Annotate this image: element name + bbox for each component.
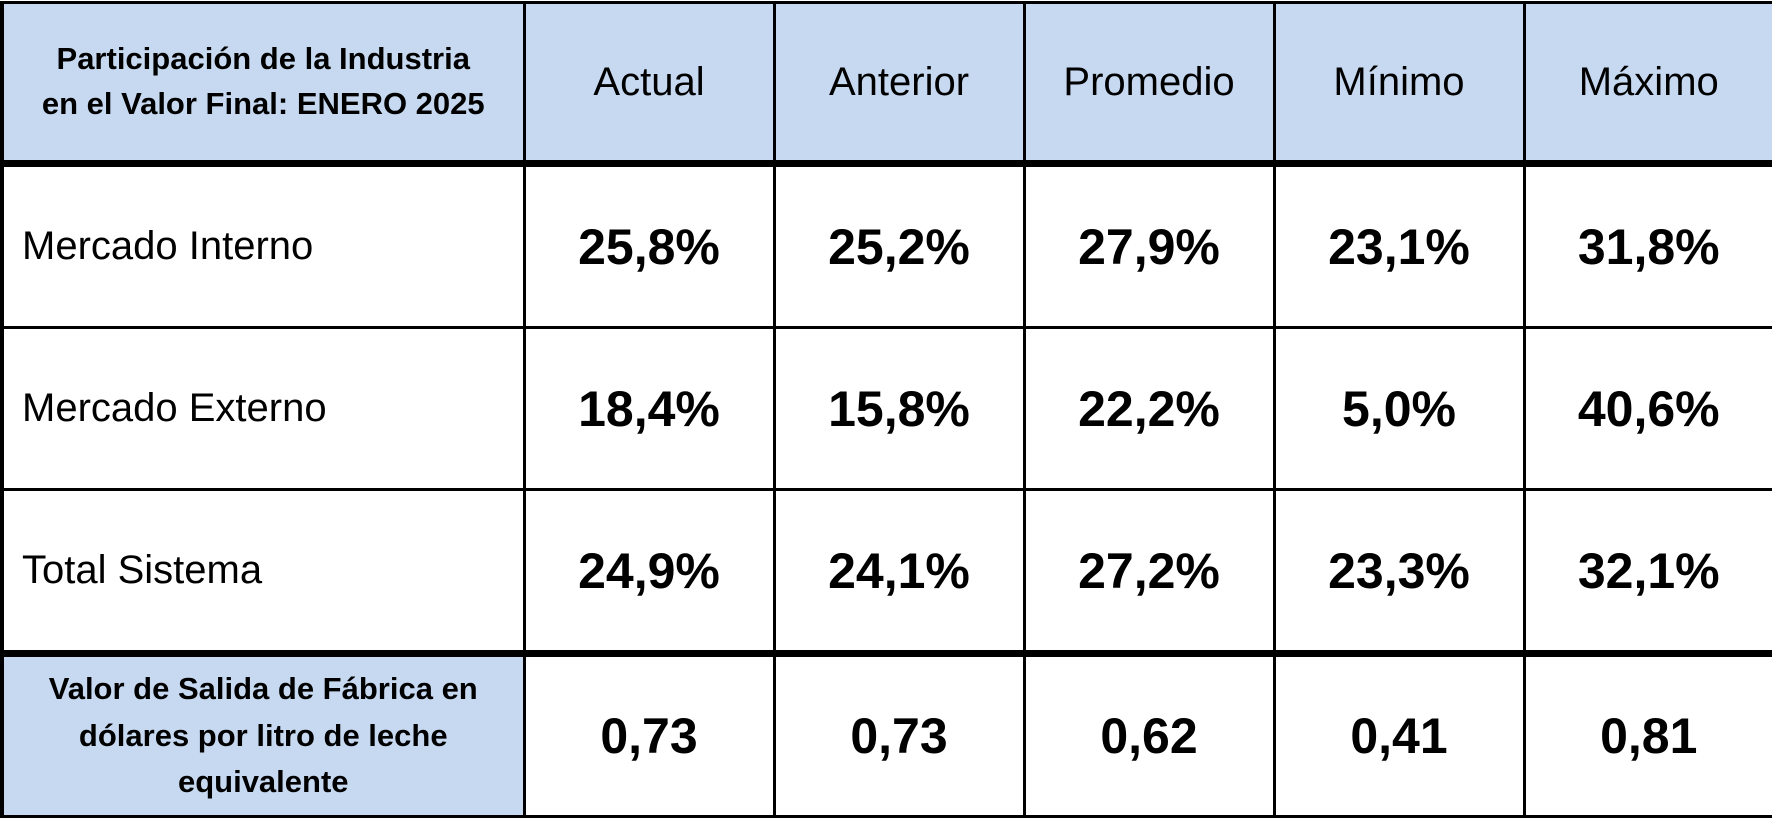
row-label-total-sistema: Total Sistema — [0, 488, 526, 655]
row-label-mercado-externo: Mercado Externo — [0, 326, 526, 491]
cell-total-sistema-anterior: 24,1% — [772, 488, 1026, 655]
cell-total-sistema-actual: 24,9% — [522, 488, 776, 655]
header-row: Participación de la Industria en el Valo… — [0, 1, 1772, 167]
cell-mercado-externo-promedio: 22,2% — [1022, 326, 1276, 491]
row-label-mercado-interno: Mercado Interno — [0, 162, 526, 329]
cell-mercado-externo-actual: 18,4% — [522, 326, 776, 491]
table-title-line2: en el Valor Final: ENERO 2025 — [41, 86, 485, 121]
row-label-valor-salida-line3: equivalente — [177, 764, 349, 800]
cell-valor-salida-maximo: 0,81 — [1522, 650, 1772, 818]
column-header-promedio: Promedio — [1022, 1, 1276, 167]
column-header-anterior: Anterior — [772, 1, 1026, 167]
cell-valor-salida-promedio: 0,62 — [1022, 650, 1276, 818]
column-header-minimo: Mínimo — [1272, 1, 1526, 167]
table-row-total-sistema: Total Sistema 24,9% 24,1% 27,2% 23,3% 32… — [0, 488, 1772, 655]
cell-mercado-interno-promedio: 27,9% — [1022, 162, 1276, 329]
cell-valor-salida-minimo: 0,41 — [1272, 650, 1526, 818]
table-row-mercado-externo: Mercado Externo 18,4% 15,8% 22,2% 5,0% 4… — [0, 326, 1772, 491]
cell-valor-salida-anterior: 0,73 — [772, 650, 1026, 818]
cell-mercado-externo-anterior: 15,8% — [772, 326, 1026, 491]
table-title-cell: Participación de la Industria en el Valo… — [0, 1, 526, 167]
cell-total-sistema-maximo: 32,1% — [1522, 488, 1772, 655]
cell-mercado-interno-actual: 25,8% — [522, 162, 776, 329]
row-label-valor-salida: Valor de Salida de Fábrica en dólares po… — [0, 650, 526, 818]
cell-mercado-externo-maximo: 40,6% — [1522, 326, 1772, 491]
row-label-valor-salida-line1: Valor de Salida de Fábrica en — [48, 671, 478, 707]
cell-valor-salida-actual: 0,73 — [522, 650, 776, 818]
cell-total-sistema-minimo: 23,3% — [1272, 488, 1526, 655]
column-header-actual: Actual — [522, 1, 776, 167]
table-title-line1: Participación de la Industria — [56, 41, 470, 77]
table-row-mercado-interno: Mercado Interno 25,8% 25,2% 27,9% 23,1% … — [0, 162, 1772, 329]
cell-mercado-interno-minimo: 23,1% — [1272, 162, 1526, 329]
cell-mercado-externo-minimo: 5,0% — [1272, 326, 1526, 491]
cell-mercado-interno-anterior: 25,2% — [772, 162, 1026, 329]
cell-mercado-interno-maximo: 31,8% — [1522, 162, 1772, 329]
cell-total-sistema-promedio: 27,2% — [1022, 488, 1276, 655]
row-label-valor-salida-line2: dólares por litro de leche — [78, 717, 448, 753]
table-row-valor-salida: Valor de Salida de Fábrica en dólares po… — [0, 650, 1772, 818]
column-header-maximo: Máximo — [1522, 1, 1772, 167]
